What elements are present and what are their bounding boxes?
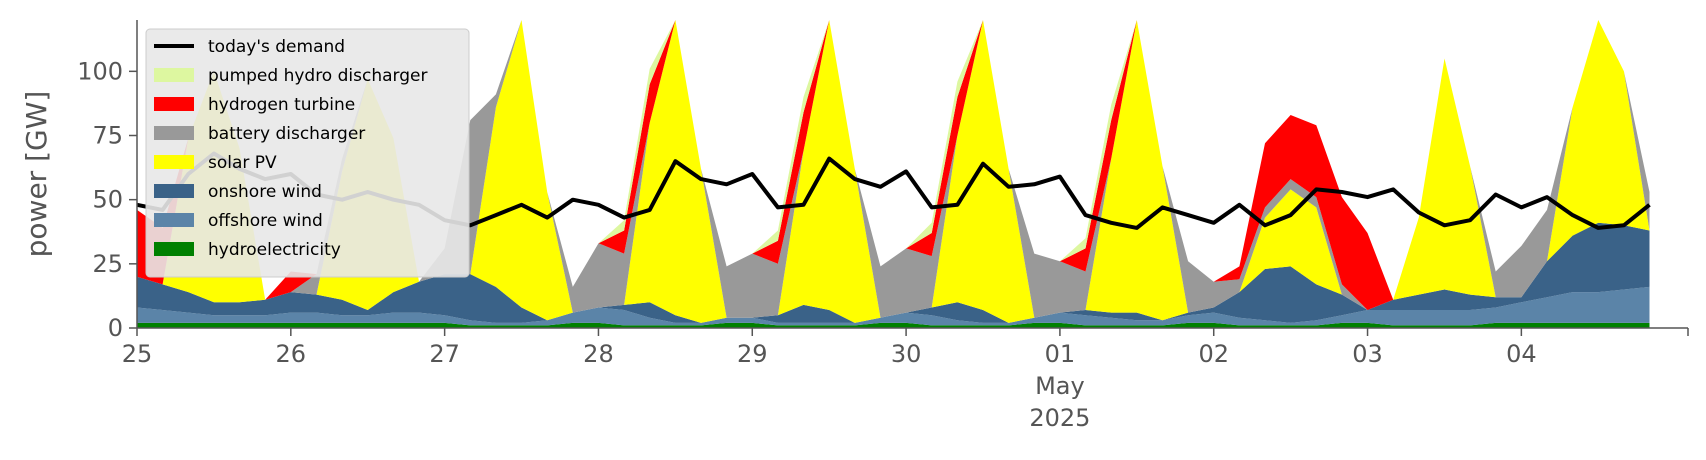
legend-swatch-pumped-hydro-discharger: [154, 68, 194, 82]
x-tick-label: 03: [1352, 340, 1383, 368]
x-tick-label: 25: [122, 340, 153, 368]
y-tick-label: 75: [92, 122, 123, 150]
x-tick-label: 04: [1506, 340, 1537, 368]
x-month-label: May: [1035, 372, 1085, 400]
legend-label-battery-discharger: battery discharger: [208, 124, 365, 144]
legend-label-hydroelectricity: hydroelectricity: [208, 240, 341, 260]
area-onshore-wind: [137, 222, 1650, 323]
legend-swatch-hydroelectricity: [154, 242, 194, 256]
x-tick-label: 30: [891, 340, 922, 368]
y-tick-label: 25: [92, 250, 123, 278]
legend-swatch-hydrogen-turbine: [154, 97, 194, 111]
x-tick-label: 02: [1198, 340, 1229, 368]
legend-label-onshore-wind: onshore wind: [208, 182, 322, 202]
stacked-areas: [137, 20, 1650, 328]
x-tick-label: 28: [583, 340, 614, 368]
legend-frame: [145, 28, 470, 278]
x-tick-label: 29: [737, 340, 768, 368]
x-tick-label: 27: [429, 340, 460, 368]
y-tick-label: 0: [108, 314, 123, 342]
legend-swatch-offshore-wind: [154, 213, 194, 227]
legend-swatch-onshore-wind: [154, 184, 194, 198]
legend-label-today-s-demand: today's demand: [208, 37, 345, 57]
y-tick-label: 50: [92, 186, 123, 214]
legend-label-solar-pv: solar PV: [208, 153, 277, 173]
area-offshore-wind: [137, 286, 1650, 326]
legend: today's demand pumped hydro discharger hyd…: [145, 28, 470, 278]
area-hydroelectricity: [137, 322, 1650, 328]
area-solar-pv: [137, 20, 1650, 323]
y-tick-label: 100: [77, 57, 123, 85]
x-year-label: 2025: [1029, 404, 1090, 432]
x-tick-label: 01: [1045, 340, 1076, 368]
area-battery-discharger: [137, 20, 1650, 318]
y-axis-label: power [GW]: [20, 91, 53, 258]
legend-label-offshore-wind: offshore wind: [208, 211, 323, 231]
legend-swatch-solar-pv: [154, 155, 194, 169]
legend-label-pumped-hydro-discharger: pumped hydro discharger: [208, 66, 427, 86]
area-hydrogen-turbine: [137, 20, 1650, 310]
legend-label-hydrogen-turbine: hydrogen turbine: [208, 95, 355, 115]
x-tick-label: 26: [276, 340, 307, 368]
legend-swatch-battery-discharger: [154, 126, 194, 140]
